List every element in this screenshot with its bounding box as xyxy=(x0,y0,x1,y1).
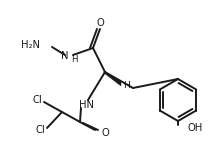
Text: H₂N: H₂N xyxy=(21,40,40,50)
Text: OH: OH xyxy=(187,123,202,133)
Text: Cl: Cl xyxy=(32,95,42,105)
Text: O: O xyxy=(96,18,104,28)
Text: O: O xyxy=(102,128,110,138)
Text: HN: HN xyxy=(78,100,94,110)
Text: H: H xyxy=(71,55,77,65)
Text: N: N xyxy=(62,51,69,61)
Text: H: H xyxy=(124,80,130,90)
Text: Cl: Cl xyxy=(35,125,45,135)
Polygon shape xyxy=(104,71,121,86)
